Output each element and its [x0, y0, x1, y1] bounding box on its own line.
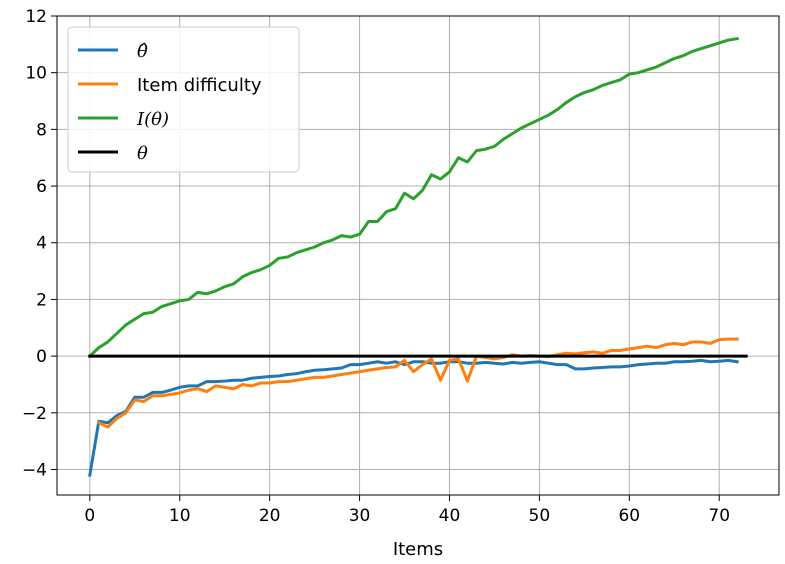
y-tick-label: 10: [25, 64, 47, 84]
legend-label-item-difficulty: Item difficulty: [137, 75, 262, 96]
series-line-information: [87, 36, 739, 359]
legend-label-theta-hat: θ̂: [137, 41, 148, 62]
series-line-theta_hat: [88, 358, 739, 477]
axis-ticks: 0 10 20 30 40 50 60 70 −4 −2 0 2 4 6 8 10 12: [22, 7, 730, 526]
plot-frame: [56, 15, 780, 496]
x-tick-label: 20: [259, 506, 281, 526]
y-tick-label: 6: [36, 177, 47, 197]
series-line-item_difficulty: [96, 337, 739, 429]
x-tick-label: 60: [618, 506, 640, 526]
series-lines: [87, 36, 748, 477]
legend-label-theta: θ: [137, 143, 148, 164]
x-tick-label: 40: [439, 506, 461, 526]
x-tick-label: 0: [84, 506, 95, 526]
y-tick-label: −2: [22, 404, 47, 424]
y-tick-label: 0: [36, 347, 47, 367]
y-tick-label: 4: [36, 234, 47, 254]
x-tick-label: 70: [708, 506, 730, 526]
x-tick-label: 30: [349, 506, 371, 526]
legend-label-information: I(θ): [136, 109, 169, 130]
y-tick-label: 8: [36, 120, 47, 140]
y-tick-label: −4: [22, 460, 47, 480]
x-tick-label: 10: [169, 506, 191, 526]
x-axis-label: Items: [393, 539, 443, 560]
legend: θ̂ Item difficulty I(θ) θ: [67, 26, 300, 173]
y-tick-label: 12: [25, 7, 47, 27]
legend-frame: [67, 26, 300, 173]
y-tick-label: 2: [36, 290, 47, 310]
x-tick-label: 50: [529, 506, 551, 526]
